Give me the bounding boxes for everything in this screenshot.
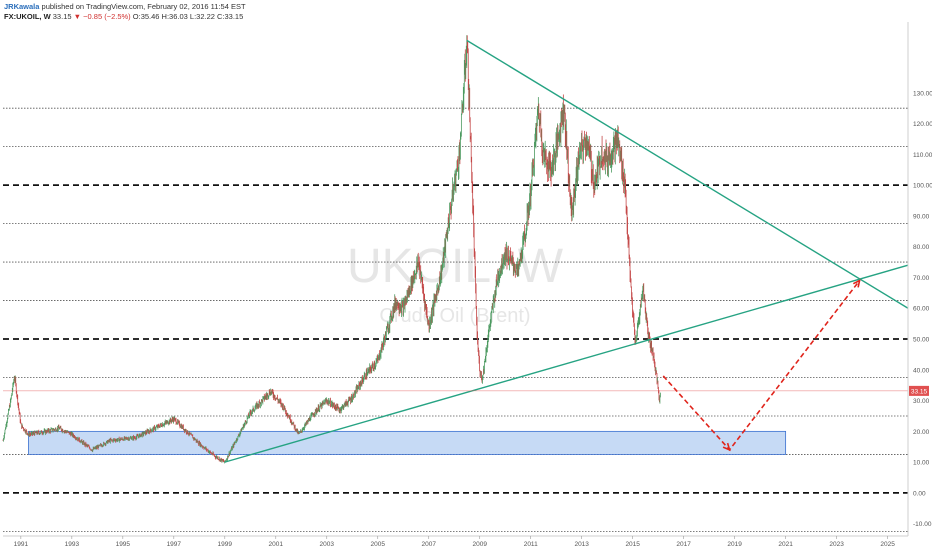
last-value: 33.15 — [52, 12, 72, 21]
last-price-tag-bg — [909, 385, 929, 396]
x-tick-label: 2003 — [320, 541, 335, 548]
change-value: ▼ −0.85 (−2.5%) — [73, 12, 131, 21]
y-tick-label: 60.00 — [913, 306, 930, 313]
x-tick-label: 2007 — [421, 541, 436, 548]
y-tick-label: 80.00 — [913, 244, 930, 251]
y-tick-label: 120.00 — [913, 121, 932, 128]
x-tick-label: 2021 — [778, 541, 793, 548]
y-tick-label: 110.00 — [913, 152, 932, 159]
author-link[interactable]: JRKawala — [4, 2, 40, 11]
y-tick-label: 30.00 — [913, 398, 930, 405]
y-tick-label: 0.00 — [913, 490, 926, 497]
x-tick-label: 2011 — [524, 541, 538, 548]
x-tick-label: 2017 — [676, 541, 691, 548]
y-tick-label: 130.00 — [913, 90, 932, 97]
y-tick-label: 10.00 — [913, 460, 930, 467]
x-tick-label: 2025 — [880, 541, 895, 548]
x-tick-label: 1999 — [218, 541, 233, 548]
y-tick-label: 40.00 — [913, 367, 930, 374]
symbol-label[interactable]: FX:UKOIL, W — [4, 12, 51, 21]
watermark-name: Crude Oil (Brent) — [379, 305, 530, 327]
ohlc-values: O:35.46 H:36.03 L:32.22 C:33.15 — [132, 12, 244, 21]
last-price-tag: 33.15 — [911, 388, 928, 395]
chart-header: JRKawala published on TradingView.com, F… — [4, 2, 246, 22]
y-tick-label: 20.00 — [913, 429, 930, 436]
watermark-symbol: UKOIL, W — [347, 240, 564, 293]
y-tick-label: 100.00 — [913, 183, 932, 190]
x-tick-label: 1997 — [167, 541, 182, 548]
support-zone[interactable] — [28, 430, 787, 455]
ascending-trendline[interactable] — [224, 264, 909, 463]
x-tick-label: 2001 — [269, 541, 284, 548]
published-text: published on TradingView.com, February 0… — [41, 2, 246, 11]
descending-trendline[interactable] — [466, 39, 909, 309]
x-tick-label: 1993 — [65, 541, 80, 548]
x-tick-label: 2023 — [829, 541, 844, 548]
y-tick-label: 50.00 — [913, 337, 930, 344]
x-tick-label: 2013 — [574, 541, 589, 548]
y-tick-label: -10.00 — [913, 521, 932, 528]
x-tick-label: 2005 — [371, 541, 386, 548]
x-tick-label: 1991 — [14, 541, 29, 548]
projection-arrowhead-up — [852, 279, 861, 288]
x-tick-label: 2015 — [625, 541, 640, 548]
projection-arrowhead-down — [722, 442, 731, 452]
x-tick-label: 2009 — [472, 541, 487, 548]
y-tick-label: 90.00 — [913, 213, 930, 220]
x-tick-label: 2019 — [727, 541, 742, 548]
y-tick-label: 70.00 — [913, 275, 930, 282]
x-tick-label: 1995 — [116, 541, 131, 548]
